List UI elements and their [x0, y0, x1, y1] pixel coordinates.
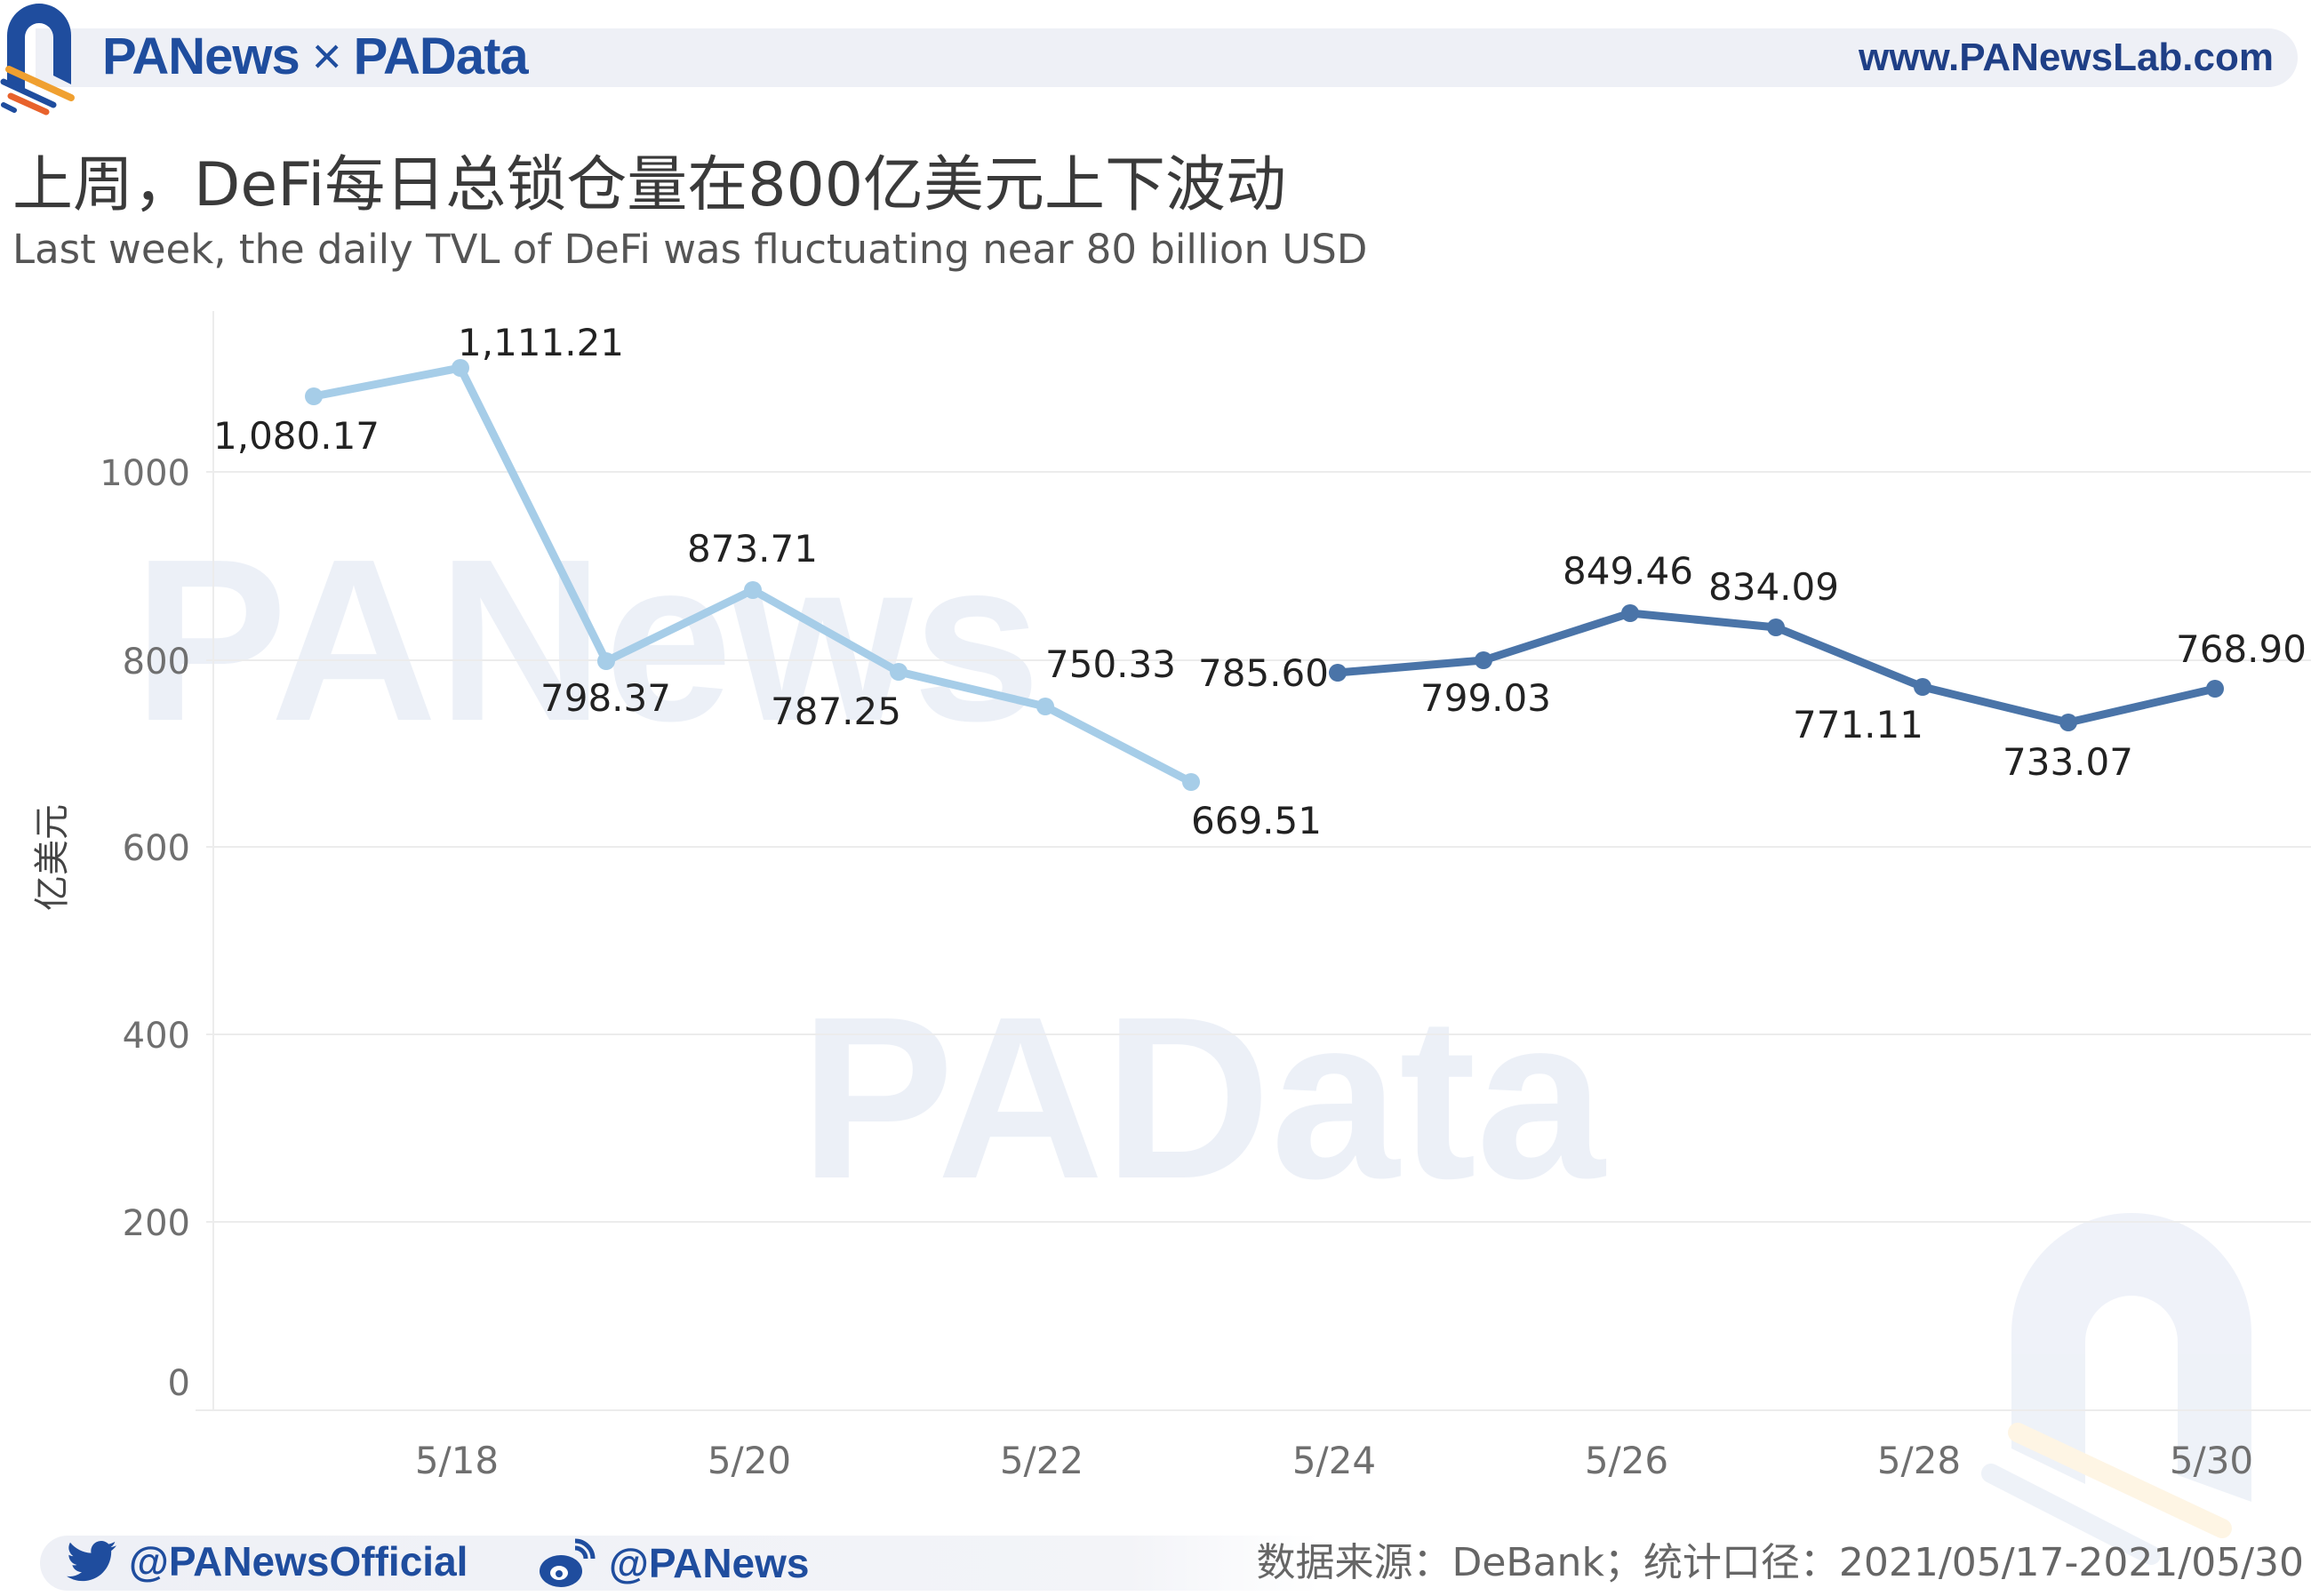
data-label: 768.90 [2176, 627, 2307, 671]
x-tick: 5/26 [1585, 1439, 1668, 1482]
data-label: 750.33 [1045, 642, 1176, 686]
y-tick-400: 400 [123, 1016, 190, 1057]
twitter-handle-text: @PANewsOfficial [129, 1538, 468, 1584]
site-url: www.PANewsLab.com [1859, 36, 2274, 79]
watermark-panews: PANews [133, 512, 1041, 770]
header-band [36, 28, 2298, 87]
x-tick: 5/18 [415, 1439, 499, 1482]
watermark-logo-icon [1981, 1213, 2251, 1565]
y-tick-200: 200 [123, 1203, 190, 1244]
svg-text:PAData: PAData [800, 970, 1606, 1227]
series-last-week: 785.60 799.03 849.46 834.09 771.11 733.0… [1198, 549, 2307, 784]
y-axis: 1000 800 600 400 200 0 [100, 453, 190, 1404]
data-label: 733.07 [2003, 740, 2133, 784]
data-label: 799.03 [1420, 676, 1551, 720]
gridlines [196, 311, 2311, 1411]
weibo-handle-text: @PANews [609, 1540, 810, 1586]
x-tick: 5/22 [1000, 1439, 1084, 1482]
panews-logo-icon [0, 4, 75, 116]
data-label: 771.11 [1793, 703, 1923, 746]
x-tick: 5/28 [1877, 1439, 1961, 1482]
y-tick-800: 800 [123, 642, 190, 682]
x-tick: 5/30 [2170, 1439, 2253, 1482]
y-tick-600: 600 [123, 828, 190, 869]
footer-band [40, 1536, 1320, 1591]
y-tick-1000: 1000 [100, 453, 190, 494]
twitter-handle[interactable]: @PANewsOfficial [67, 1537, 468, 1585]
watermark-padata: PAData [800, 970, 1606, 1227]
brand-panews: PANews [102, 28, 300, 85]
x-tick: 5/24 [1292, 1439, 1376, 1482]
series-prev-week: 1,080.17 1,111.21 798.37 873.71 787.25 7… [213, 321, 1322, 842]
chart-title: 上周，DeFi每日总锁仓量在800亿美元上下波动 [12, 150, 1287, 220]
brand-separator: × [311, 28, 342, 85]
svg-text:PANews: PANews [133, 512, 1041, 770]
data-label: 787.25 [771, 690, 901, 733]
data-label: 785.60 [1198, 651, 1329, 695]
brand-wordmark: PANews × PAData [102, 27, 529, 86]
twitter-bird-icon [67, 1540, 116, 1582]
y-axis-label: 亿美元 [32, 804, 73, 911]
chart-subtitle: Last week, the daily TVL of DeFi was flu… [12, 226, 1368, 273]
data-label: 1,080.17 [213, 414, 380, 458]
data-label: 1,111.21 [458, 321, 624, 364]
data-label: 849.46 [1563, 549, 1693, 593]
data-label: 834.09 [1708, 565, 1839, 609]
weibo-icon [540, 1538, 596, 1587]
weibo-handle[interactable]: @PANews [538, 1537, 810, 1589]
data-label: 873.71 [687, 527, 818, 571]
data-source-note: 数据来源：DeBank；统计口径：2021/05/17-2021/05/30 [1256, 1540, 2304, 1585]
data-label: 798.37 [540, 676, 671, 720]
data-label: 669.51 [1191, 799, 1322, 842]
x-axis: 5/18 5/20 5/22 5/24 5/26 5/28 5/30 [415, 1439, 2253, 1482]
x-tick: 5/20 [708, 1439, 791, 1482]
y-tick-0: 0 [168, 1363, 190, 1404]
brand-padata: PAData [353, 28, 529, 85]
